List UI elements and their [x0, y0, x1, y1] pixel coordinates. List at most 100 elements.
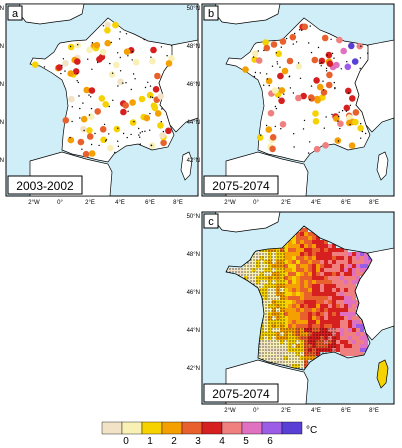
panel-b-italy-land: [354, 39, 395, 133]
grid-cell: [328, 348, 332, 352]
significance-dot: [289, 355, 291, 357]
significance-dot: [283, 307, 285, 309]
significance-dot: [298, 352, 300, 354]
grid-cell: [320, 244, 324, 248]
significance-dot: [90, 143, 93, 146]
significance-dot: [310, 331, 312, 333]
colorbar-swatch: [121, 421, 143, 435]
grid-cell: [280, 284, 284, 288]
grid-cell: [360, 332, 364, 336]
lat-tick: 50°N: [0, 6, 4, 12]
grid-cell: [292, 316, 296, 320]
significance-dot: [331, 113, 333, 116]
significance-dot: [259, 289, 261, 291]
grid-cell: [348, 328, 352, 332]
significance-dot: [286, 349, 288, 351]
grid-cell: [292, 312, 296, 316]
grid-cell: [268, 320, 272, 324]
grid-cell: [296, 248, 300, 252]
significance-dot: [331, 346, 333, 348]
panel-a-corsica: [180, 151, 193, 181]
significance-dot: [322, 328, 324, 330]
grid-cell: [312, 304, 316, 308]
grid-cell: [288, 240, 292, 244]
grid-cell: [292, 260, 296, 264]
grid-cell: [308, 240, 312, 244]
grid-cell: [352, 256, 356, 260]
significance-dot: [304, 340, 306, 342]
significance-dot: [280, 310, 282, 312]
significance-dot: [334, 340, 336, 342]
grid-cell: [340, 340, 344, 344]
grid-cell: [304, 228, 308, 232]
grid-cell: [324, 248, 328, 252]
significance-dot: [262, 271, 264, 273]
significance-dot: [268, 298, 270, 300]
significance-dot: [271, 65, 274, 67]
grid-cell: [328, 340, 332, 344]
grid-cell: [344, 256, 348, 260]
grid-cell: [236, 268, 240, 272]
significance-dot: [328, 334, 330, 336]
significance-dot: [274, 277, 276, 279]
grid-cell: [256, 268, 260, 272]
significance-dot: [334, 346, 336, 348]
grid-cell: [324, 280, 328, 284]
significance-dot: [286, 352, 288, 354]
significance-dot: [253, 271, 255, 273]
grid-cell: [356, 328, 360, 332]
grid-cell: [264, 308, 268, 312]
significance-dot: [292, 358, 294, 360]
significance-dot: [286, 355, 288, 357]
grid-cell: [268, 360, 272, 364]
grid-cell: [312, 344, 316, 348]
significance-dot: [274, 343, 276, 345]
grid-cell: [284, 292, 288, 296]
significance-dot: [103, 123, 106, 126]
significance-dot: [304, 364, 306, 366]
grid-cell: [320, 324, 324, 328]
significance-dot: [280, 334, 282, 336]
grid-cell: [300, 264, 304, 268]
grid-cell: [260, 340, 264, 344]
grid-cell: [260, 356, 264, 360]
significance-dot: [286, 331, 288, 333]
significance-dot: [307, 328, 309, 330]
grid-cell: [312, 340, 316, 344]
significance-dot: [265, 349, 267, 351]
significance-dot: [301, 343, 303, 345]
grid-cell: [344, 260, 348, 264]
grid-cell: [340, 252, 344, 256]
significance-dot: [241, 271, 243, 273]
station-marker: [348, 142, 356, 149]
significance-dot: [265, 289, 267, 291]
grid-cell: [292, 344, 296, 348]
significance-dot: [268, 340, 270, 342]
grid-cell: [308, 340, 312, 344]
grid-cell: [336, 308, 340, 312]
significance-dot: [286, 337, 288, 339]
grid-cell: [308, 248, 312, 252]
grid-cell: [304, 296, 308, 300]
significance-dot: [277, 349, 279, 351]
grid-cell: [308, 264, 312, 268]
significance-dot: [307, 334, 309, 336]
station-marker: [255, 57, 263, 64]
significance-dot: [295, 364, 297, 366]
grid-cell: [304, 308, 308, 312]
significance-dot: [268, 271, 270, 273]
lat-tick: 50°N: [187, 6, 200, 12]
significance-dot: [283, 286, 285, 288]
grid-cell: [292, 364, 296, 368]
significance-dot: [313, 349, 315, 351]
significance-dot: [259, 256, 261, 258]
significance-dot: [280, 337, 282, 339]
significance-dot: [250, 274, 252, 276]
grid-cell: [292, 320, 296, 324]
grid-cell: [300, 340, 304, 344]
grid-cell: [308, 348, 312, 352]
significance-dot: [83, 129, 85, 132]
significance-dot: [323, 127, 325, 129]
colorbar-swatches: [101, 421, 303, 435]
grid-cell: [316, 296, 320, 300]
